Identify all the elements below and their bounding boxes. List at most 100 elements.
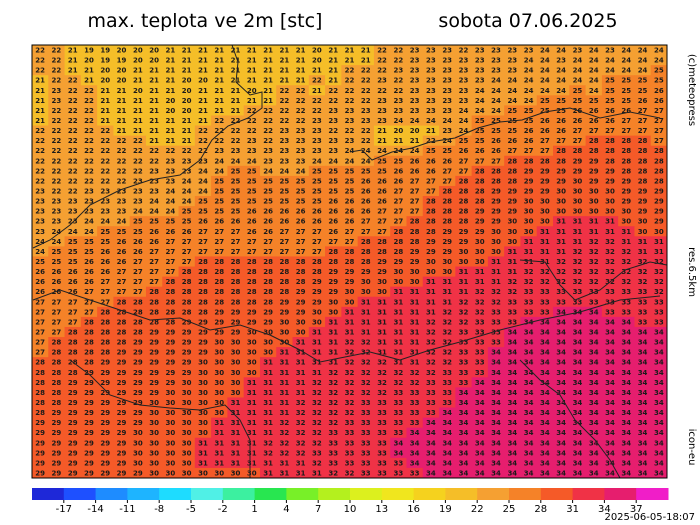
cell-value: 23	[100, 208, 110, 216]
cell-value: 26	[312, 208, 322, 216]
cell-value: 28	[198, 258, 208, 266]
cell	[259, 105, 277, 116]
cell-value: 30	[149, 429, 159, 437]
cell	[162, 145, 180, 157]
cell-value: 28	[100, 318, 110, 326]
cell-value: 33	[638, 298, 648, 306]
cell	[113, 407, 131, 419]
cell-value: 22	[377, 67, 387, 75]
cell	[569, 266, 587, 278]
cell	[308, 226, 326, 237]
cell	[569, 256, 587, 268]
cell-value: 27	[52, 328, 62, 336]
cell	[276, 55, 294, 66]
cell	[325, 337, 342, 348]
cell-value: 34	[524, 399, 534, 407]
cell	[145, 417, 163, 429]
cell	[569, 55, 587, 66]
cell-value: 31	[247, 399, 257, 407]
cell-value: 32	[556, 278, 566, 286]
cell-value: 33	[410, 419, 420, 427]
cell	[390, 306, 407, 318]
cell-value: 24	[149, 198, 159, 206]
cell-value: 28	[459, 177, 469, 185]
cell	[406, 326, 424, 338]
colorbar-segment	[254, 488, 287, 500]
cell-value: 32	[296, 449, 306, 457]
cell	[357, 357, 375, 368]
cell	[194, 125, 212, 137]
cell	[325, 457, 342, 469]
cell	[601, 367, 619, 378]
cell	[455, 296, 473, 308]
cell	[569, 367, 587, 378]
cell-value: 34	[621, 328, 631, 336]
cell	[97, 276, 114, 288]
cell	[308, 316, 326, 328]
cell-value: 23	[166, 177, 176, 185]
cell	[585, 427, 603, 439]
cell	[439, 236, 456, 247]
cell-value: 31	[442, 298, 452, 306]
cell	[439, 45, 456, 56]
cell	[211, 226, 228, 237]
colorbar-tick-label: 10	[344, 504, 357, 515]
cell-value: 34	[605, 439, 615, 447]
cell	[569, 276, 587, 288]
cell	[341, 55, 359, 66]
cell-value: 34	[573, 399, 583, 407]
cell-value: 23	[35, 188, 45, 196]
cell	[536, 236, 554, 247]
cell	[129, 457, 147, 469]
cell	[373, 246, 391, 257]
cell	[97, 75, 114, 86]
cell	[259, 246, 277, 257]
cell	[504, 357, 521, 368]
cell-value: 29	[328, 278, 338, 286]
cell-value: 31	[507, 248, 517, 256]
cell-value: 32	[556, 258, 566, 266]
cell-value: 29	[133, 379, 143, 387]
cell	[487, 326, 505, 338]
cell	[390, 387, 407, 398]
cell	[308, 437, 326, 449]
cell-value: 31	[263, 389, 273, 397]
cell	[520, 316, 538, 328]
cell	[129, 266, 147, 278]
cell	[129, 125, 147, 137]
cell	[536, 75, 554, 86]
cell-value: 26	[345, 218, 355, 226]
cell	[80, 95, 98, 106]
cell-value: 21	[35, 97, 45, 105]
cell	[390, 316, 407, 328]
cell-value: 22	[52, 157, 62, 165]
cell	[536, 135, 554, 147]
colorbar-tick-label: 13	[375, 504, 388, 515]
cell	[487, 256, 505, 268]
cell-value: 24	[198, 188, 208, 196]
cell	[357, 85, 375, 96]
cell-value: 33	[377, 419, 387, 427]
cell-value: 28	[638, 167, 648, 175]
cell	[618, 357, 635, 368]
cell-value: 27	[166, 258, 176, 266]
cell-value: 30	[166, 389, 176, 397]
cell-value: 22	[393, 77, 403, 85]
cell	[194, 326, 212, 338]
cell	[243, 306, 261, 318]
cell	[553, 135, 570, 147]
cell-value: 24	[52, 228, 62, 236]
cell	[308, 347, 326, 358]
cell	[292, 216, 310, 227]
cell	[471, 256, 489, 268]
cell	[650, 196, 668, 207]
cell	[113, 467, 131, 479]
cell	[113, 417, 131, 429]
cell	[243, 296, 261, 308]
cell-value: 21	[279, 57, 289, 65]
cell-value: 28	[296, 258, 306, 266]
cell-value: 23	[475, 67, 485, 75]
cell	[80, 437, 98, 449]
cell-value: 34	[605, 339, 615, 347]
cell-value: 28	[507, 177, 517, 185]
